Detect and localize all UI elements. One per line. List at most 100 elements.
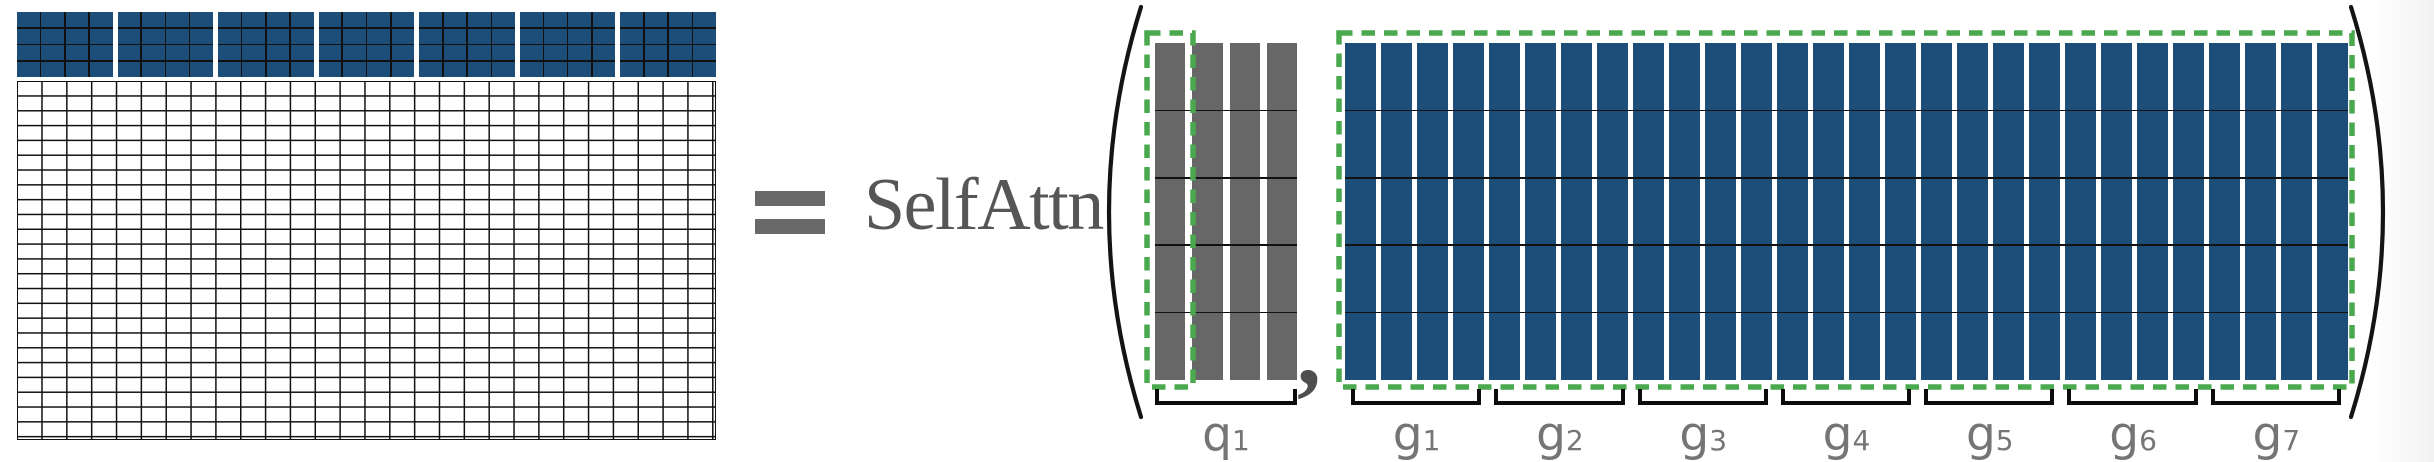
output-row-group	[17, 12, 113, 77]
key-column	[1381, 43, 1413, 380]
key-group-bracket	[1924, 389, 2055, 405]
output-highlighted-cell	[318, 12, 342, 28]
key-column	[2137, 43, 2169, 380]
output-highlighted-cell	[492, 12, 515, 28]
output-highlighted-cell	[592, 45, 616, 61]
output-highlighted-cell	[166, 28, 189, 44]
equals-bottom-bar	[755, 219, 825, 234]
output-highlighted-cell	[443, 28, 467, 44]
output-highlighted-cell	[367, 28, 390, 44]
key-column	[1633, 43, 1665, 380]
key-group-label: g2	[1488, 411, 1631, 458]
key-group-label: g4	[1775, 411, 1918, 458]
output-highlighted-cell	[242, 45, 266, 61]
key-column	[1453, 43, 1485, 380]
output-highlighted-cell	[443, 12, 467, 28]
output-highlighted-cell	[291, 45, 314, 61]
key-group-bracket	[1494, 389, 1625, 405]
output-highlighted-cell	[291, 61, 314, 77]
output-highlighted-cell	[467, 61, 491, 77]
output-highlighted-cell	[342, 28, 366, 44]
output-highlighted-cell	[367, 45, 390, 61]
key-group-label-base: g	[1679, 407, 1710, 462]
output-highlighted-cell	[669, 45, 692, 61]
output-highlighted-cell	[166, 61, 189, 77]
output-highlighted-cell	[669, 61, 692, 77]
query-bracket	[1155, 389, 1297, 405]
matrix-row-line	[1345, 311, 2348, 314]
output-highlighted-cell	[117, 12, 141, 28]
output-highlighted-cell	[266, 28, 290, 44]
output-highlighted-cell	[318, 61, 342, 77]
output-highlighted-cell	[166, 45, 189, 61]
output-highlighted-cell	[391, 45, 415, 61]
output-highlighted-cell	[544, 28, 567, 44]
output-highlighted-cell	[218, 45, 241, 61]
output-highlighted-cell	[291, 12, 314, 28]
output-highlighted-cell	[218, 61, 241, 77]
key-group-label-base: g	[2252, 407, 2283, 462]
key-column	[1813, 43, 1845, 380]
key-column	[1597, 43, 1629, 380]
output-highlighted-cell	[65, 28, 89, 44]
output-highlighted-cell	[492, 61, 515, 77]
key-group-label-subscript: 4	[1852, 424, 1871, 457]
key-column	[1921, 43, 1953, 380]
output-highlighted-cell	[218, 28, 241, 44]
attention-output-matrix	[17, 12, 716, 440]
output-highlighted-cell	[318, 28, 342, 44]
key-column	[1777, 43, 1809, 380]
output-highlighted-cell	[41, 12, 64, 28]
output-highlighted-cell	[669, 12, 692, 28]
key-group-label: g1	[1345, 411, 1488, 458]
query-label-base: q	[1202, 407, 1232, 462]
output-highlighted-cell	[41, 45, 64, 61]
output-highlighted-cell	[89, 12, 113, 28]
key-column	[1705, 43, 1737, 380]
key-column	[1525, 43, 1557, 380]
matrix-row-line	[1155, 109, 1297, 112]
open-paren-icon	[1106, 4, 1144, 420]
output-highlighted-cell	[65, 12, 89, 28]
output-row-group	[218, 12, 314, 77]
output-highlighted-cell	[117, 45, 141, 61]
output-highlighted-cell	[620, 28, 644, 44]
output-highlighted-cell	[467, 28, 491, 44]
output-highlighted-cell	[17, 28, 40, 44]
output-highlighted-cell	[644, 28, 668, 44]
output-highlighted-cell	[693, 28, 716, 44]
key-column	[2173, 43, 2205, 380]
output-highlighted-cell	[266, 61, 290, 77]
key-group-label-base: g	[1392, 407, 1423, 462]
output-highlighted-cell	[117, 28, 141, 44]
output-highlighted-cell	[117, 61, 141, 77]
output-highlighted-cell	[544, 12, 567, 28]
output-highlighted-cell	[41, 61, 64, 77]
key-groups-matrix	[1345, 43, 2349, 380]
output-highlighted-cell	[190, 45, 214, 61]
key-group-label-subscript: 3	[1709, 424, 1728, 457]
output-highlighted-cell	[443, 45, 467, 61]
matrix-row-line	[1345, 176, 2348, 179]
output-highlighted-cell	[65, 45, 89, 61]
output-highlighted-cell	[391, 61, 415, 77]
output-highlighted-cell	[693, 45, 716, 61]
output-highlighted-cell	[166, 12, 189, 28]
key-group-bracket	[2210, 389, 2341, 405]
key-column	[2209, 43, 2241, 380]
output-highlighted-cell	[342, 45, 366, 61]
key-column	[1669, 43, 1701, 380]
output-highlighted-cell	[693, 12, 716, 28]
output-highlighted-cell	[519, 45, 543, 61]
key-column	[1849, 43, 1881, 380]
matrix-row-line	[1345, 109, 2348, 112]
key-column	[2281, 43, 2313, 380]
output-highlighted-cell	[419, 61, 442, 77]
output-highlighted-cell	[242, 12, 266, 28]
output-highlighted-cell	[391, 28, 415, 44]
key-column	[1489, 43, 1521, 380]
output-highlighted-cell	[519, 61, 543, 77]
query-column	[1192, 43, 1223, 380]
output-highlighted-cell	[342, 61, 366, 77]
matrix-row-line	[1345, 244, 2348, 247]
